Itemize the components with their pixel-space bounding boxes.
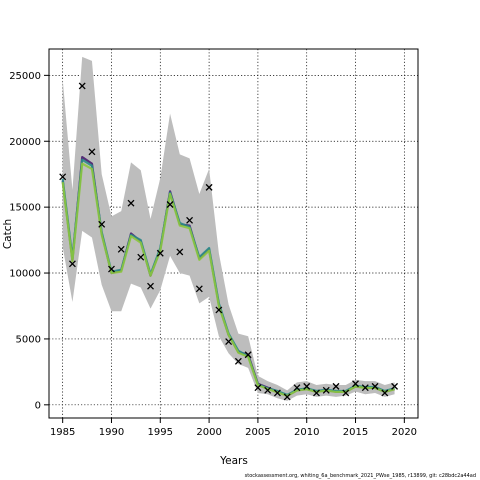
- observed-point-stroke: [254, 384, 262, 392]
- observed-point: [254, 384, 262, 392]
- y-tick-label: 5000: [16, 334, 41, 345]
- observed-point: [127, 199, 135, 207]
- observed-point-stroke: [88, 148, 96, 156]
- observed-point: [176, 248, 184, 256]
- x-tick-label: 1995: [148, 427, 173, 438]
- observed-point-stroke: [283, 393, 291, 401]
- observed-point-stroke: [244, 351, 252, 359]
- y-tick-label: 15000: [9, 203, 41, 214]
- observed-point-stroke: [68, 260, 76, 268]
- observed-point-stroke: [59, 173, 67, 181]
- observed-point: [361, 384, 369, 392]
- observed-point: [303, 382, 311, 390]
- grid: [49, 49, 418, 418]
- observed-point: [313, 389, 320, 397]
- observed-point: [195, 285, 203, 293]
- x-tick-label: 1990: [99, 427, 124, 438]
- observed-point-stroke: [127, 199, 135, 207]
- observed-point-stroke: [273, 389, 281, 397]
- x-tick-label: 2020: [392, 427, 417, 438]
- observed-point-stroke: [137, 253, 145, 261]
- footer-credit: stockassessment.org, whiting_6a_benchmar…: [244, 473, 476, 479]
- observed-point-stroke: [166, 201, 174, 208]
- observed-point-stroke: [361, 384, 369, 392]
- y-tick-label: 25000: [9, 71, 41, 82]
- x-tick-label: 1985: [50, 427, 75, 438]
- observed-point: [264, 386, 272, 394]
- observed-point: [68, 260, 76, 268]
- observed-point-stroke: [98, 220, 106, 228]
- y-tick-label: 20000: [9, 137, 41, 148]
- observed-point-stroke: [176, 248, 184, 256]
- observed-point: [244, 351, 252, 359]
- observed-point: [108, 265, 115, 273]
- x-tick-label: 2000: [196, 427, 221, 438]
- observed-point-stroke: [186, 216, 194, 224]
- observed-point: [342, 389, 350, 397]
- observed-point-stroke: [156, 249, 164, 257]
- observed-point: [215, 306, 223, 314]
- observed-point: [186, 216, 194, 224]
- observed-point: [98, 220, 106, 228]
- observed-point: [352, 380, 359, 388]
- observed-point-stroke: [195, 285, 203, 293]
- observed-point-stroke: [78, 82, 86, 90]
- observed-point-stroke: [225, 338, 233, 346]
- observed-point-stroke: [234, 357, 242, 365]
- observed-point-stroke: [117, 245, 125, 253]
- x-tick-label: 2015: [343, 427, 368, 438]
- x-tick-label: 2005: [245, 427, 270, 438]
- confidence-band: [62, 56, 395, 401]
- confidence-band-area: [62, 56, 395, 401]
- observed-point-stroke: [147, 282, 154, 290]
- plot-frame: [48, 48, 419, 419]
- observed-point-stroke: [108, 265, 115, 273]
- observed-point: [371, 382, 379, 390]
- observed-point-stroke: [332, 382, 340, 390]
- observed-point: [225, 338, 233, 346]
- observed-point-stroke: [264, 386, 272, 394]
- observed-point: [147, 282, 154, 290]
- observed-point: [137, 253, 145, 261]
- observed-point: [78, 82, 86, 90]
- observed-point: [166, 201, 174, 208]
- y-tick-label: 0: [35, 400, 41, 411]
- observed-point: [234, 357, 242, 365]
- axes: 1985 1990 1995 2000 2005 2010 2015 2020 0 5000 100…: [9, 48, 419, 438]
- observed-point: [293, 384, 301, 392]
- series-line: [61, 162, 395, 397]
- observed-point: [273, 389, 281, 397]
- observed-point: [332, 382, 340, 390]
- observed-point: [59, 173, 67, 181]
- observed-point-stroke: [352, 380, 359, 388]
- observed-point: [283, 393, 291, 401]
- observed-point: [156, 249, 164, 257]
- observed-point-stroke: [215, 306, 223, 314]
- observed-point-stroke: [391, 382, 399, 390]
- series-lines: [61, 155, 395, 397]
- observed-point-stroke: [342, 389, 350, 397]
- observed-point: [381, 389, 389, 397]
- observed-point-stroke: [293, 384, 301, 392]
- observed-point-stroke: [303, 382, 311, 390]
- x-tick-label: 2010: [294, 427, 319, 438]
- observed-point-stroke: [205, 183, 213, 191]
- observed-point-stroke: [313, 389, 320, 397]
- observed-point: [117, 245, 125, 253]
- observed-point: [322, 386, 330, 394]
- x-axis-label: Years: [219, 455, 248, 467]
- observed-points: [59, 82, 399, 401]
- y-axis-label: Catch: [2, 219, 14, 249]
- observed-point: [88, 148, 96, 156]
- observed-point: [205, 183, 213, 191]
- observed-point-stroke: [322, 386, 330, 394]
- observed-point-stroke: [371, 382, 379, 390]
- observed-point-stroke: [381, 389, 389, 397]
- y-tick-label: 10000: [9, 269, 41, 280]
- observed-point: [391, 382, 399, 390]
